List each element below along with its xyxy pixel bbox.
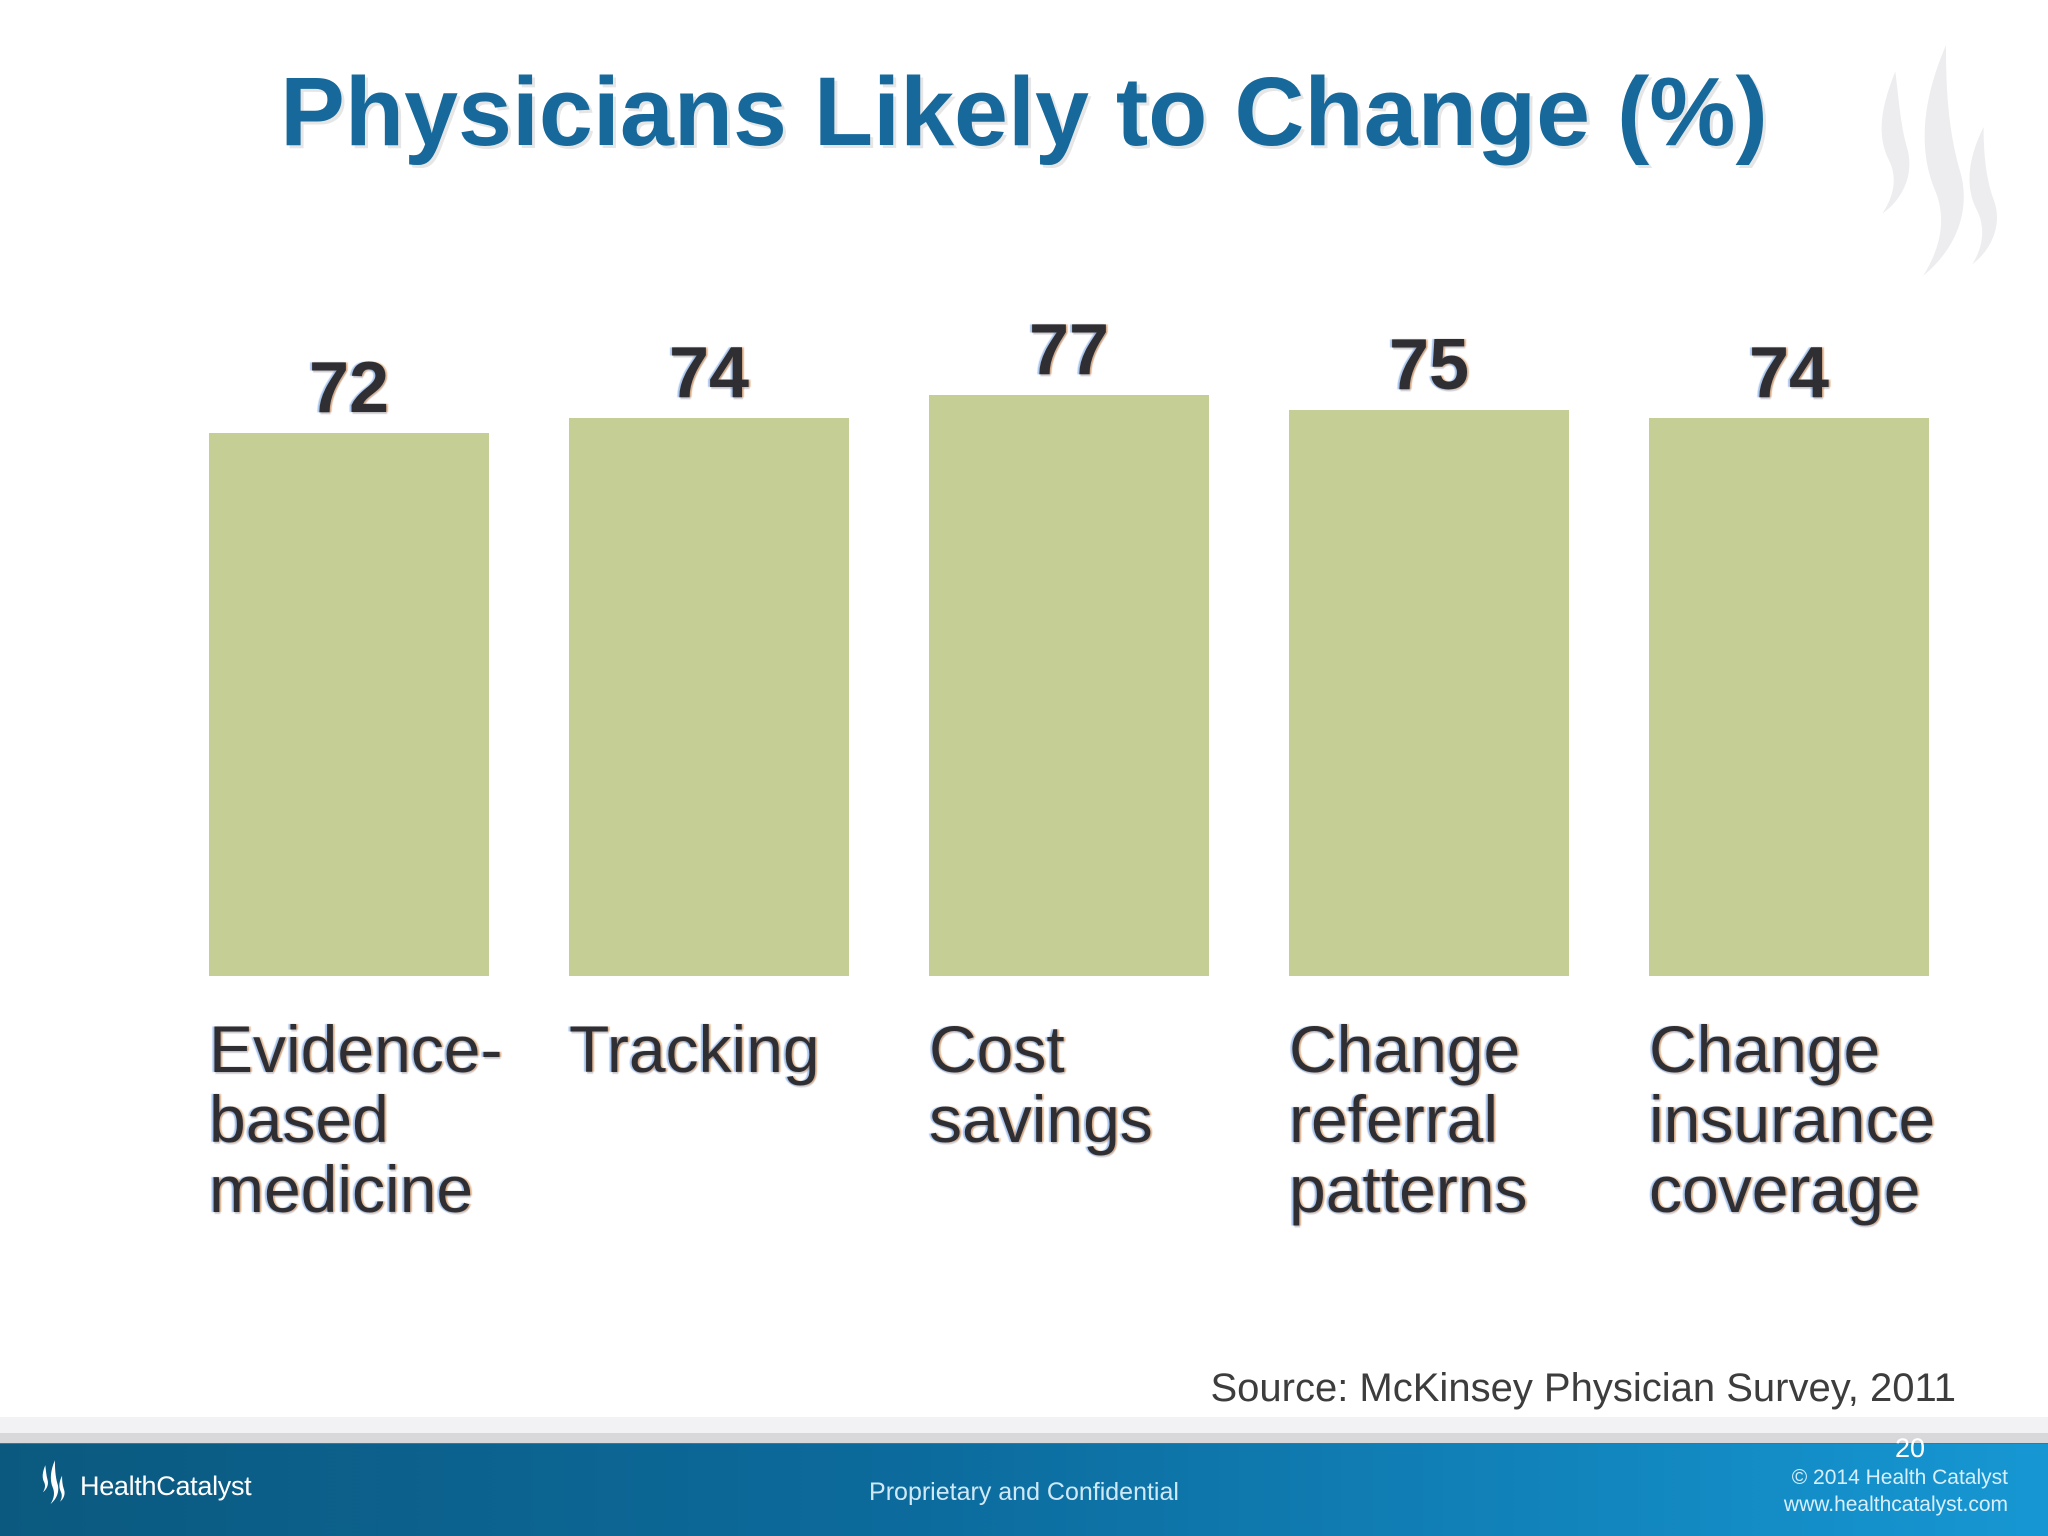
bar-column: 74	[1649, 337, 1929, 976]
bar-chart: 72 74 77 75 74	[209, 275, 1929, 976]
bar-value-label: 72	[308, 348, 390, 428]
footer-logo-text: HealthCatalyst	[80, 1470, 252, 1501]
bar-value-label: 77	[1028, 310, 1110, 390]
category-labels-row: Evidence-based medicine Tracking Cost saving…	[209, 1012, 1936, 1226]
slide-title: Physicians Likely to Change (%)	[280, 57, 1768, 166]
bar	[209, 433, 489, 976]
category-label: Change referral patterns	[1289, 1012, 1528, 1226]
bar-column: 77	[929, 314, 1209, 976]
bar-column: 74	[569, 337, 849, 976]
bar-value-label: 75	[1388, 325, 1470, 405]
footer-bar	[0, 1443, 2048, 1536]
bar	[929, 395, 1209, 976]
category-label: Change insurance coverage	[1649, 1012, 1936, 1226]
category-label: Evidence-based medicine	[209, 1012, 503, 1226]
source-note: Source: McKinsey Physician Survey, 2011	[1210, 1366, 1956, 1410]
footer-light-stripe	[0, 1417, 2048, 1433]
category-label: Cost savings	[929, 1012, 1153, 1156]
page-number: 20	[1894, 1433, 1925, 1463]
bar-value-label: 74	[668, 333, 750, 413]
footer-gray-stripe	[0, 1433, 2048, 1443]
footer-confidentiality-text: Proprietary and Confidential	[869, 1478, 1179, 1506]
bar	[569, 418, 849, 976]
bar-column: 75	[1289, 329, 1569, 976]
bar-value-label: 74	[1748, 333, 1830, 413]
bar	[1649, 418, 1929, 976]
bar-column: 72	[209, 352, 489, 976]
healthcatalyst-logo: HealthCatalyst	[36, 1452, 252, 1520]
footer-copyright: © 2014 Health Catalyst www.healthcatalys…	[1784, 1464, 2008, 1518]
healthcatalyst-flame-logo-icon	[42, 1460, 65, 1504]
website-url: www.healthcatalyst.com	[1783, 1493, 2008, 1516]
category-label: Tracking	[569, 1012, 820, 1086]
copyright-line: © 2014 Health Catalyst	[1791, 1466, 2008, 1489]
healthcatalyst-flame-watermark-icon	[1842, 42, 2014, 320]
bar	[1289, 410, 1569, 976]
